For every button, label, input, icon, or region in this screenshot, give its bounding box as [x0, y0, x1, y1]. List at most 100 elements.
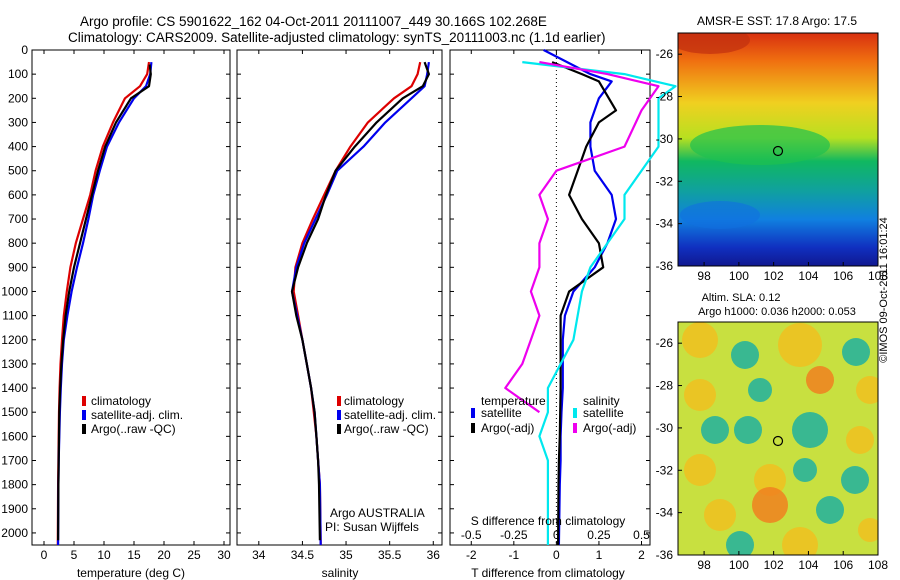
sla-blob [816, 496, 844, 524]
depth-tick-label: 600 [8, 188, 28, 202]
sla-blob [806, 366, 834, 394]
depth-tick-label: 900 [8, 260, 28, 274]
temperature-series-satellite-adj-clim- [57, 61, 153, 546]
difference-series-salinity-argo-adj- [504, 61, 660, 414]
sla-blob [704, 499, 736, 531]
sla-blob [858, 518, 878, 542]
sla-blob [734, 416, 762, 444]
depth-tick-label: 800 [8, 236, 28, 250]
map-y-tick-label: -36 [656, 548, 674, 562]
sla-blob [682, 322, 718, 358]
depth-tick-label: 1500 [1, 405, 28, 419]
depth-tick-label: 200 [8, 91, 28, 105]
difference-plot-frame [449, 49, 651, 546]
header-line-2: Climatology: CARS2009. Satellite-adjuste… [68, 30, 606, 45]
map-x-tick-label: 100 [729, 269, 749, 283]
pi-annotation: PI: Susan Wijffels [325, 520, 419, 534]
s-diff-tick-label: -0.25 [500, 528, 528, 542]
map-y-tick-label: -26 [656, 47, 674, 61]
temperature-x-tick-label: 0 [41, 548, 48, 562]
program-annotation: Argo AUSTRALIA [330, 506, 425, 520]
depth-tick-label: 700 [8, 212, 28, 226]
depth-tick-label: 300 [8, 115, 28, 129]
salinity-x-tick-label: 34.5 [291, 548, 315, 562]
sla-blob [726, 531, 754, 555]
depth-tick-label: 2000 [1, 526, 28, 540]
map-y-tick-label: -34 [656, 217, 674, 231]
difference-x-tick-label: 1 [596, 548, 603, 562]
map-y-tick-label: -30 [656, 132, 674, 146]
temperature-series-climatology [56, 61, 151, 546]
map-x-tick-label: 102 [764, 269, 784, 283]
salinity-x-tick-label: 35 [339, 548, 353, 562]
legend-label-climatology: climatology [344, 394, 404, 408]
depth-tick-label: 1200 [1, 333, 28, 347]
map-y-tick-label: -34 [656, 506, 674, 520]
sst-map [678, 33, 878, 266]
sla-blob [748, 378, 772, 402]
map-x-tick-label: 108 [868, 269, 888, 283]
legend-group-salinity: salinity [583, 394, 620, 408]
depth-tick-label: 100 [8, 67, 28, 81]
s-diff-tick-label: 0 [553, 528, 560, 542]
legend-label-satellite: satellite-adj. clim. [91, 408, 183, 422]
map-x-tick-label: 100 [729, 558, 749, 572]
map-y-tick-label: -26 [656, 336, 674, 350]
difference-x-tick-label: 2 [638, 548, 645, 562]
difference-x-tick-label: -2 [466, 548, 477, 562]
imos-credit: ©IMOS 09-Oct-2011 16:01:24 [878, 217, 890, 363]
legend-label-argo: Argo(..raw -QC) [344, 422, 429, 436]
legend-swatch-argo [337, 424, 341, 434]
map-x-tick-label: 98 [697, 558, 711, 572]
sst-map-green-patch [690, 125, 830, 165]
map-y-tick-label: -32 [656, 174, 674, 188]
depth-tick-label: 1400 [1, 381, 28, 395]
sla-blob [731, 341, 759, 369]
sst-map-frame [677, 32, 879, 267]
map-x-tick-label: 106 [833, 558, 853, 572]
difference-x-tick-label: -1 [508, 548, 519, 562]
legend-swatch-temp-satellite [471, 408, 475, 418]
depth-tick-label: 500 [8, 164, 28, 178]
salinity-series-climatology [292, 61, 422, 546]
map-x-tick-label: 102 [764, 558, 784, 572]
legend-group-temperature: temperature [481, 394, 546, 408]
depth-tick-label: 1300 [1, 357, 28, 371]
sla-blob [841, 466, 869, 494]
legend-swatch-climatology [337, 396, 341, 406]
sst-map-cold-patch [678, 33, 750, 54]
sla-blob [856, 376, 878, 404]
sla-map [678, 322, 878, 555]
map-y-tick-label: -28 [656, 90, 674, 104]
sla-blob [778, 323, 822, 367]
depth-tick-label: 1900 [1, 502, 28, 516]
legend-swatch-satellite [82, 410, 86, 420]
salinity-x-tick-label: 35.5 [378, 548, 402, 562]
sla-argo-marker [772, 435, 784, 447]
difference-x2-label: S difference from climatology [471, 514, 626, 528]
map-x-tick-label: 106 [833, 269, 853, 283]
difference-series-salinity-satellite [522, 61, 677, 545]
sla-blob [701, 416, 729, 444]
legend-label-sal-argo: Argo(-adj) [583, 421, 636, 435]
temperature-x-tick-label: 10 [97, 548, 111, 562]
temperature-series-argo-raw-qc- [57, 64, 152, 541]
sla-blob [684, 379, 716, 411]
header-line-1: Argo profile: CS 5901622_162 04-Oct-2011… [80, 14, 547, 29]
sst-argo-marker [772, 145, 784, 157]
salinity-x-tick-label: 36 [427, 548, 441, 562]
temperature-legend: climatology satellite-adj. clim. Argo(..… [82, 394, 183, 436]
legend-swatch-sal-satellite [573, 408, 577, 418]
legend-label-satellite: satellite-adj. clim. [344, 408, 436, 422]
temperature-x-label: temperature (deg C) [77, 566, 185, 580]
sla-blob [684, 454, 716, 486]
temperature-x-tick-label: 20 [157, 548, 171, 562]
temperature-x-tick-label: 30 [217, 548, 231, 562]
legend-swatch-argo [82, 424, 86, 434]
depth-tick-label: 1800 [1, 478, 28, 492]
legend-label-climatology: climatology [91, 394, 151, 408]
s-diff-tick-label: -0.5 [461, 528, 482, 542]
legend-swatch-climatology [82, 396, 86, 406]
sla-blob [752, 487, 788, 523]
map-x-tick-label: 98 [697, 269, 711, 283]
